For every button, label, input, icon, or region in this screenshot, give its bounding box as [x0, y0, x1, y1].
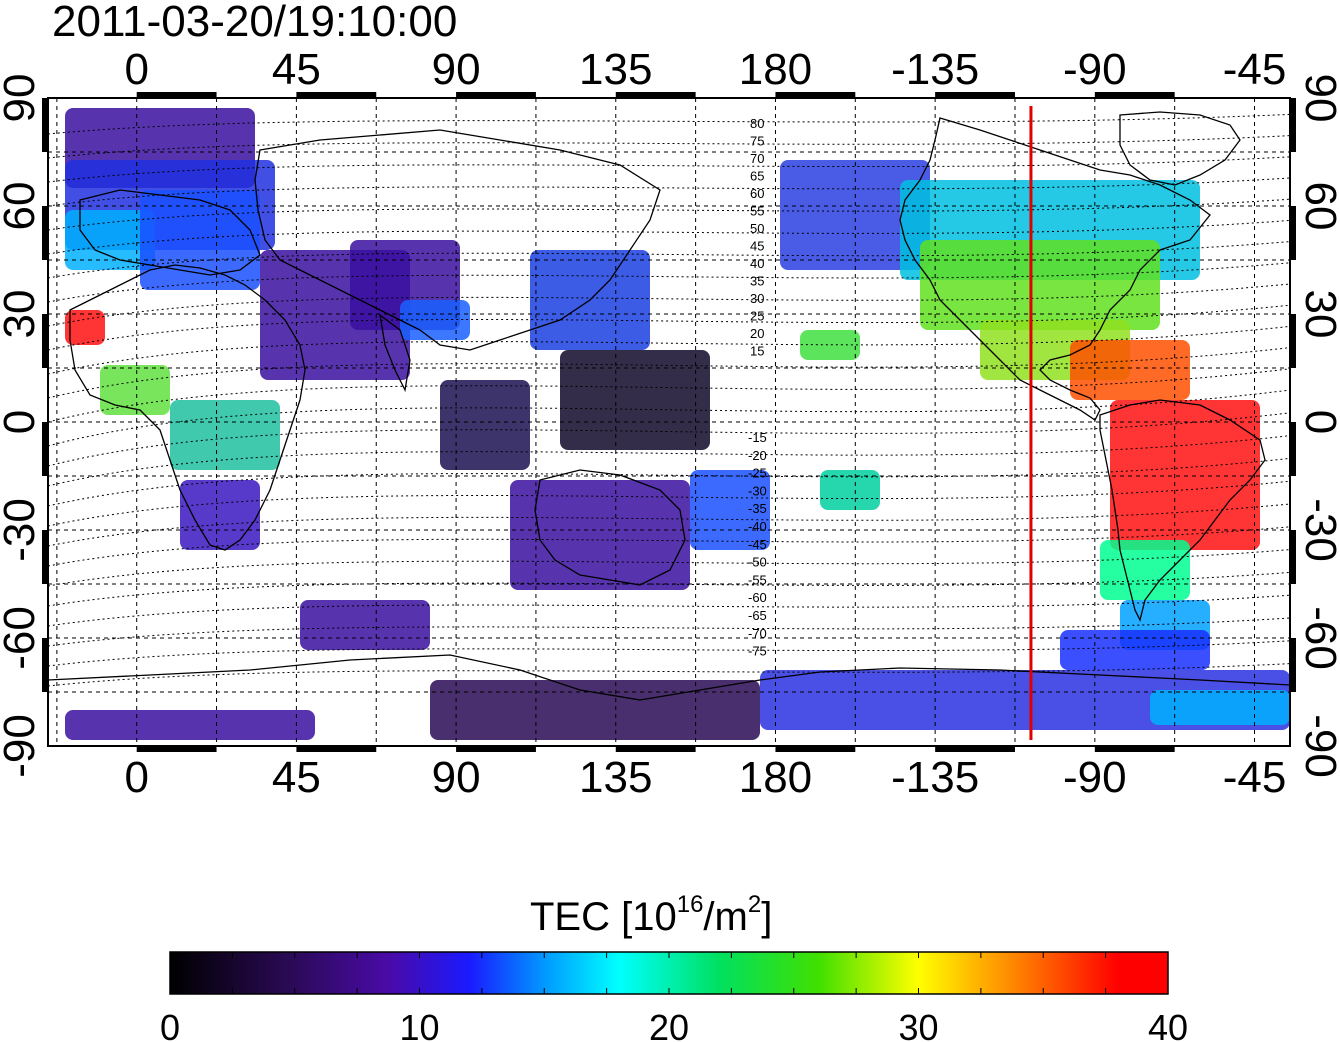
lon-tick-label: 135	[579, 753, 652, 802]
contour-label: -25	[748, 466, 767, 481]
lat-tick-label: -30	[1296, 498, 1340, 562]
lon-tick-label: 0	[124, 753, 148, 802]
contour-label: -20	[748, 448, 767, 463]
contour-label: -60	[748, 590, 767, 605]
lon-tick-label: -90	[1063, 753, 1127, 802]
lon-tick-label: 180	[739, 45, 812, 94]
longitude-axis-bottom: 0 45 90 135 180 -135 -90 -45	[124, 753, 1286, 802]
coastlines	[48, 111, 1290, 701]
latitude-axis-right: 90 60 30 0 -30 -60 -90	[1296, 74, 1340, 778]
frame-tick-bars	[42, 92, 1296, 752]
lon-tick-label: -135	[891, 45, 979, 94]
colorbar-tick-label: 40	[1148, 1007, 1188, 1042]
contour-label: 50	[750, 221, 764, 236]
contour-label: 15	[750, 344, 764, 359]
contour-label: -45	[748, 537, 767, 552]
lat-tick-label: -90	[0, 714, 44, 778]
contour-label: -55	[748, 572, 767, 587]
contour-label: 20	[750, 326, 764, 341]
lat-tick-label: 0	[0, 410, 44, 434]
contour-label: 25	[750, 309, 764, 324]
lon-tick-label: -90	[1063, 45, 1127, 94]
colorbar-tick-label: 30	[898, 1007, 938, 1042]
contour-label: -40	[748, 519, 767, 534]
lat-tick-label: 60	[1296, 182, 1340, 231]
lat-tick-label: -30	[0, 498, 44, 562]
contour-label: 45	[750, 239, 764, 254]
lat-tick-label: 60	[0, 182, 44, 231]
contour-label: -15	[748, 430, 767, 445]
lat-tick-label: 90	[0, 74, 44, 123]
lon-tick-label: 90	[432, 753, 481, 802]
tec-data-patches	[65, 108, 1290, 740]
colorbar-tick-labels: 0 10 20 30 40	[160, 1007, 1188, 1042]
contour-label: 75	[750, 134, 764, 149]
graticule	[48, 98, 1290, 746]
contour-label: -35	[748, 501, 767, 516]
contour-label: -50	[748, 555, 767, 570]
contour-label: 80	[750, 116, 764, 131]
lat-tick-label: -90	[1296, 714, 1340, 778]
colorbar-tick-label: 0	[160, 1007, 180, 1042]
colorbar-tick-label: 20	[649, 1007, 689, 1042]
colorbar-tick-label: 10	[399, 1007, 439, 1042]
lat-tick-label: -60	[1296, 606, 1340, 670]
lat-tick-label: 30	[1296, 290, 1340, 339]
contour-label: 70	[750, 151, 764, 166]
colorbar	[169, 951, 1169, 995]
lon-tick-label: -45	[1223, 753, 1287, 802]
lon-tick-label: 45	[272, 753, 321, 802]
contour-label: 55	[750, 204, 764, 219]
longitude-axis-top: 0 45 90 135 180 -135 -90 -45	[124, 45, 1286, 94]
latitude-axis-left: 90 60 30 0 -30 -60 -90	[0, 74, 44, 778]
contour-label: -75	[748, 644, 767, 659]
lon-tick-label: 180	[739, 753, 812, 802]
contour-labels: 80 75 70 65 60 55 50 45 40 35 30 25 20 15 -15 -20 -25 -30…	[748, 116, 767, 659]
lat-tick-label: 0	[1296, 410, 1340, 434]
contour-label: 65	[750, 169, 764, 184]
map-area: 80 75 70 65 60 55 50 45 40 35 30 25 20 15 -15 -20 -25 -30…	[48, 98, 1290, 746]
lon-tick-label: -135	[891, 753, 979, 802]
lat-tick-label: 30	[0, 290, 44, 339]
lat-tick-label: 90	[1296, 74, 1340, 123]
contour-label: -65	[748, 608, 767, 623]
contour-label: 35	[750, 274, 764, 289]
map-title: 2011-03-20/19:10:00	[52, 0, 457, 46]
lon-tick-label: -45	[1223, 45, 1287, 94]
lon-tick-label: 90	[432, 45, 481, 94]
contour-label: -30	[748, 483, 767, 498]
colorbar-label: TEC [1016/m2]	[530, 891, 772, 939]
lon-tick-label: 135	[579, 45, 652, 94]
contour-label: 40	[750, 256, 764, 271]
lon-tick-label: 45	[272, 45, 321, 94]
colorbar-minor-ticks	[169, 952, 1169, 994]
contour-label: 30	[750, 291, 764, 306]
contour-label: 60	[750, 186, 764, 201]
lon-tick-label: 0	[124, 45, 148, 94]
lat-tick-label: -60	[0, 606, 44, 670]
contour-label: -70	[748, 626, 767, 641]
